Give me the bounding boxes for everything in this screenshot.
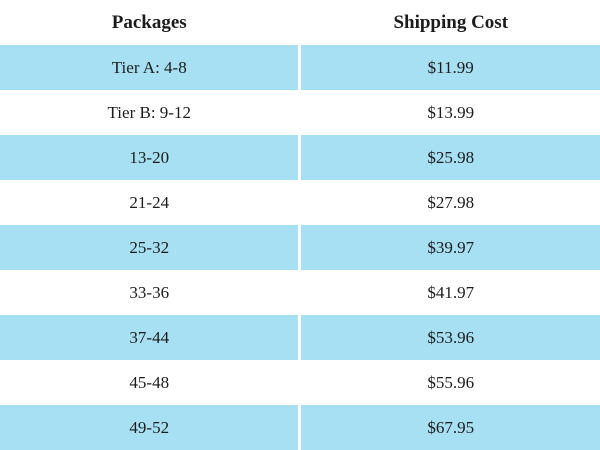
cost-cell: $13.99: [301, 90, 600, 135]
package-cell: 37-44: [0, 315, 302, 360]
table-body: Tier A: 4-8 $11.99 Tier B: 9-12 $13.99 1…: [0, 45, 600, 450]
cost-cell: $41.97: [301, 270, 600, 315]
table-row: 45-48 $55.96: [0, 360, 600, 405]
cost-cell: $25.98: [301, 135, 600, 180]
cost-cell: $27.98: [301, 180, 600, 225]
cost-cell: $67.95: [301, 405, 600, 450]
package-cell: 45-48: [0, 360, 302, 405]
table-row: 33-36 $41.97: [0, 270, 600, 315]
table-row: 13-20 $25.98: [0, 135, 600, 180]
package-cell: Tier B: 9-12: [0, 90, 302, 135]
shipping-cost-column-header: Shipping Cost: [301, 0, 600, 45]
cost-cell: $11.99: [301, 45, 600, 90]
table-row: 21-24 $27.98: [0, 180, 600, 225]
package-cell: 13-20: [0, 135, 302, 180]
cost-cell: $55.96: [301, 360, 600, 405]
header-row: Packages Shipping Cost: [0, 0, 600, 45]
table-row: Tier A: 4-8 $11.99: [0, 45, 600, 90]
package-cell: 25-32: [0, 225, 302, 270]
package-cell: 21-24: [0, 180, 302, 225]
table-row: 49-52 $67.95: [0, 405, 600, 450]
cost-cell: $53.96: [301, 315, 600, 360]
package-cell: 49-52: [0, 405, 302, 450]
packages-column-header: Packages: [0, 0, 302, 45]
table-row: 37-44 $53.96: [0, 315, 600, 360]
table-row: Tier B: 9-12 $13.99: [0, 90, 600, 135]
package-cell: 33-36: [0, 270, 302, 315]
table-row: 25-32 $39.97: [0, 225, 600, 270]
package-cell: Tier A: 4-8: [0, 45, 302, 90]
cost-cell: $39.97: [301, 225, 600, 270]
